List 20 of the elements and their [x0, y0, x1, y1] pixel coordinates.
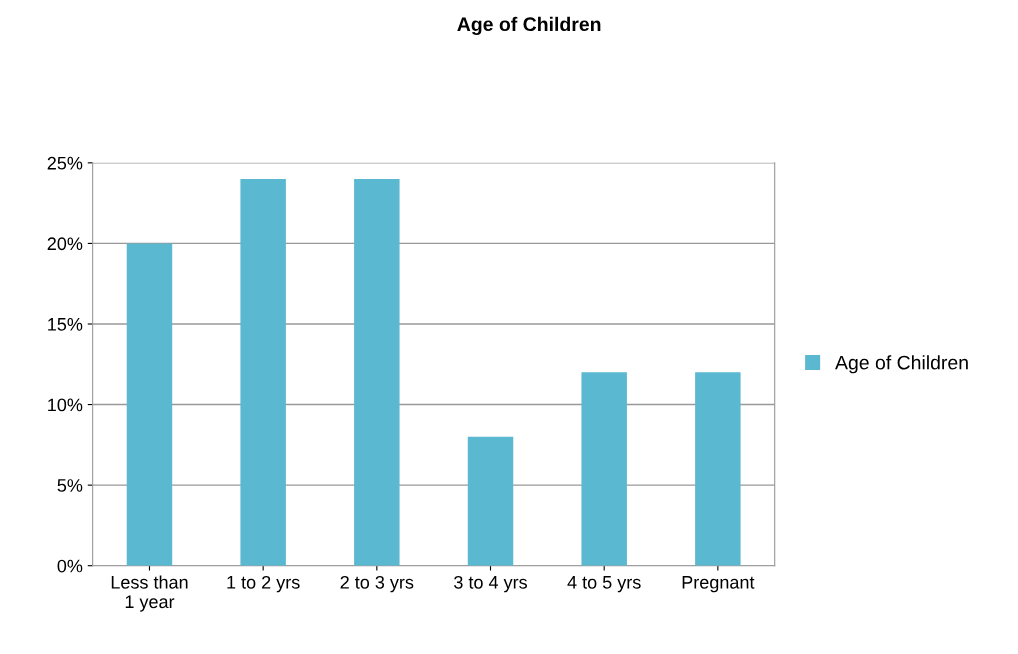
- x-tick-label: Pregnant: [682, 576, 755, 593]
- bar: [126, 243, 173, 566]
- y-tick-label: 0%: [57, 559, 83, 573]
- bar: [695, 372, 741, 566]
- x-tick-label: 3 to 4 yrs: [454, 575, 527, 593]
- x-tick-label: 2 to 3 yrs: [340, 575, 414, 593]
- bar: [354, 178, 400, 566]
- x-tick-label: 1 to 2 yrs: [227, 575, 300, 593]
- bar: [240, 178, 286, 566]
- bar: [467, 436, 514, 566]
- y-tick-label: 5%: [57, 479, 83, 492]
- legend-label: Age of Children: [835, 355, 968, 374]
- x-tick-label: Less than 1 year: [111, 575, 188, 612]
- bar: [581, 372, 627, 566]
- y-tick-label: 20%: [47, 237, 83, 251]
- x-tick-label: 4 to 5 yrs: [567, 576, 641, 593]
- y-tick-label: 15%: [48, 318, 83, 331]
- y-tick-label: 25%: [47, 156, 83, 170]
- y-tick-label: 10%: [48, 398, 83, 412]
- chart-title: Age of Children: [457, 16, 601, 36]
